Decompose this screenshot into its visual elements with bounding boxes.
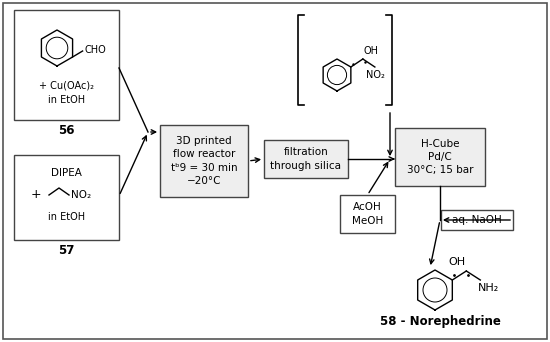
Text: in EtOH: in EtOH <box>48 212 85 222</box>
Text: filtration
through silica: filtration through silica <box>271 147 342 171</box>
Text: 3D printed
flow reactor
tᵇ9 = 30 min
−20°C: 3D printed flow reactor tᵇ9 = 30 min −20… <box>170 136 237 186</box>
Text: 57: 57 <box>58 244 75 256</box>
Text: AcOH
MeOH: AcOH MeOH <box>352 202 383 226</box>
Bar <box>14 155 119 240</box>
Text: 56: 56 <box>58 123 75 136</box>
Bar <box>264 140 348 178</box>
Text: H-Cube
Pd/C
30°C; 15 bar: H-Cube Pd/C 30°C; 15 bar <box>407 139 473 175</box>
Text: OH: OH <box>448 257 465 267</box>
Bar <box>441 210 513 230</box>
Bar <box>340 195 395 233</box>
Text: NO₂: NO₂ <box>366 70 385 80</box>
Text: 58 - Norephedrine: 58 - Norephedrine <box>379 316 500 329</box>
Text: aq. NaOH: aq. NaOH <box>452 215 502 225</box>
Text: OH: OH <box>364 46 379 56</box>
Text: CHO: CHO <box>85 45 106 55</box>
Text: NH₂: NH₂ <box>478 283 499 293</box>
Text: +: + <box>31 188 41 201</box>
Bar <box>14 10 119 120</box>
Bar <box>160 125 248 197</box>
Text: DIPEA: DIPEA <box>51 168 82 178</box>
Text: in EtOH: in EtOH <box>48 95 85 105</box>
Text: + Cu(OAc)₂: + Cu(OAc)₂ <box>39 80 94 90</box>
Bar <box>395 128 485 186</box>
Text: NO₂: NO₂ <box>71 190 91 200</box>
